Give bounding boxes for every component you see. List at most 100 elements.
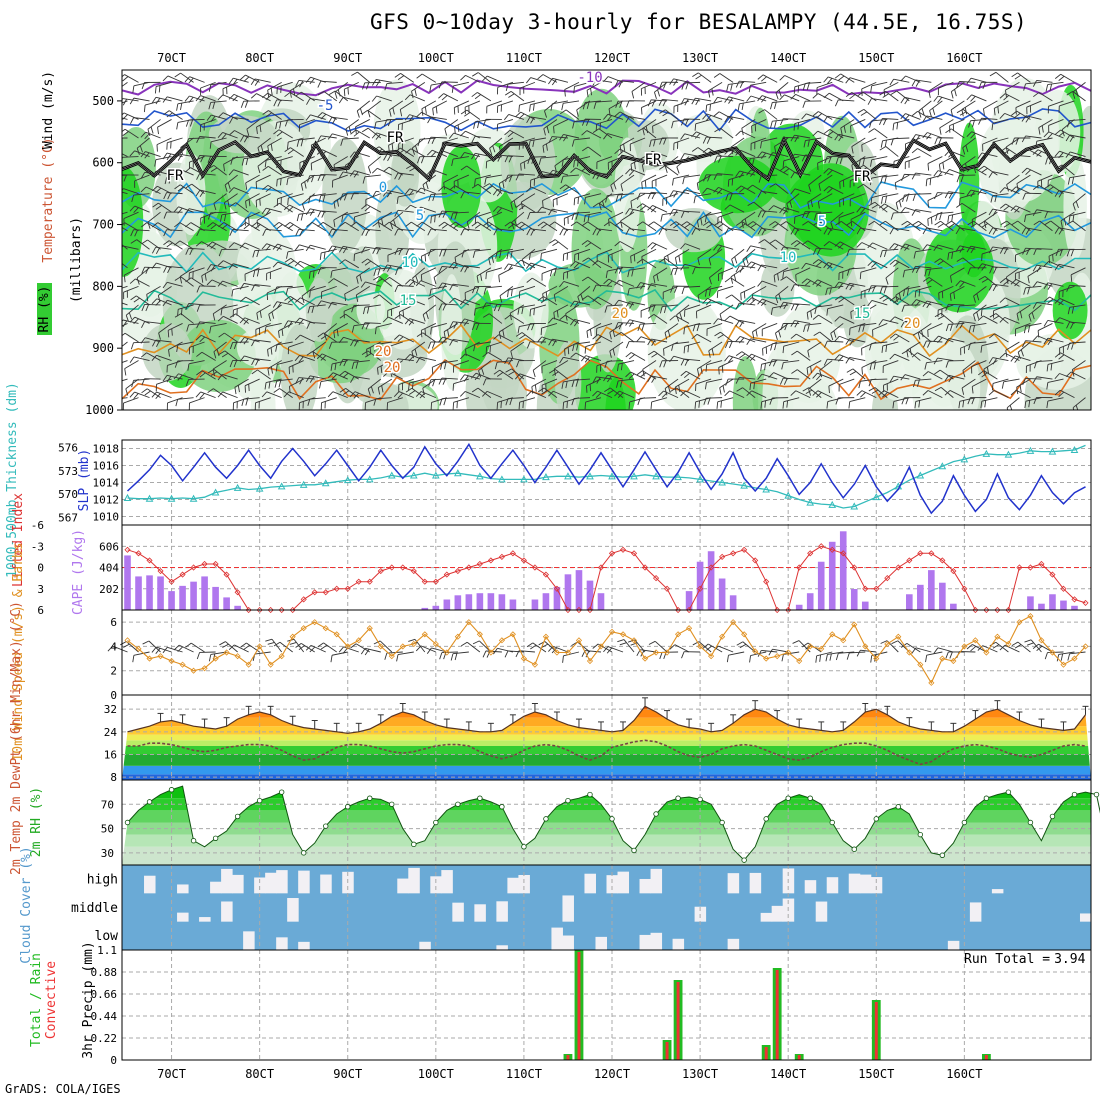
cloud-cell	[551, 927, 563, 950]
wind-barb	[541, 336, 558, 343]
cape-bar	[939, 582, 946, 610]
wind-barb-flag	[691, 97, 696, 105]
wind-barb-flag	[427, 228, 432, 236]
wind-barb-flag	[780, 221, 787, 226]
wind-barb	[772, 341, 789, 345]
wind-barb-flag	[628, 401, 631, 410]
wind-barb-flag	[1027, 287, 1030, 295]
wind-barb-flag	[889, 243, 895, 250]
wind-barb-flag	[617, 364, 619, 372]
wind-barb-flag	[240, 101, 245, 108]
wind-barb	[322, 149, 337, 157]
wind-tick-label: 0	[110, 689, 117, 702]
wind-barb	[1048, 248, 1064, 257]
lifted-index-marker	[630, 550, 638, 557]
wind-barb-flag	[779, 166, 787, 171]
wind-barb	[168, 240, 183, 250]
wind-barb	[1028, 304, 1042, 316]
wind-barb	[808, 378, 822, 390]
wind-barb	[190, 277, 205, 287]
wind-barb	[893, 397, 910, 402]
wind-barb	[950, 100, 965, 111]
wind-barb	[342, 137, 359, 140]
rh-tick-label: 70	[101, 798, 114, 811]
wind-barb-flag	[834, 241, 841, 247]
wind-barb	[1026, 100, 1042, 108]
wind-barb	[829, 128, 844, 139]
wind-barb-flag	[548, 208, 553, 216]
wind-barb-flag	[882, 297, 889, 302]
wind-barb	[741, 211, 756, 222]
wind-barb-flag	[708, 258, 712, 266]
wind-barb-flag	[868, 285, 872, 293]
wind-barb	[1069, 304, 1086, 308]
wind-barb-flag	[540, 337, 546, 344]
wind-barb	[257, 137, 271, 149]
wind-barb-flag	[231, 289, 234, 297]
wind-tick-label: 6	[110, 616, 117, 629]
wind-barb	[817, 130, 833, 139]
wind-barb	[752, 323, 767, 333]
wind-barb	[893, 137, 910, 140]
wind-barb-flag	[981, 153, 987, 160]
wind-barb-flag	[958, 401, 961, 409]
wind-barb-flag	[438, 282, 443, 290]
wind-barb-flag	[518, 105, 520, 113]
lifted-index-marker	[355, 578, 362, 585]
wind-barb	[629, 228, 646, 232]
wind-barb	[983, 165, 998, 176]
wind-barb-flag	[381, 218, 384, 226]
wind-barb-flag	[207, 222, 214, 228]
wind-barb-flag	[902, 270, 905, 278]
rh-field	[122, 71, 1091, 410]
wind-barb-flag	[151, 170, 157, 178]
wind-barb-flag	[830, 333, 834, 341]
lifted-index-marker	[223, 571, 230, 578]
wind-barb	[125, 304, 139, 316]
wind-barb	[267, 184, 282, 195]
wind-barb-flag	[186, 324, 190, 332]
wind-barb-flag	[812, 390, 819, 396]
slp-thickness-panel: 101010121014101610185675705735761000-500…	[5, 382, 1092, 578]
wind-barb-flag	[924, 362, 927, 370]
wind-barb-flag	[130, 239, 138, 244]
wind-barb-flag	[162, 282, 168, 289]
cape-bar	[917, 584, 924, 610]
wind-barb-flag	[702, 298, 708, 304]
wind-barb-flag	[926, 279, 933, 285]
wind-barb-flag	[504, 263, 509, 270]
wind-barb-flag	[246, 128, 250, 136]
cloud-cell	[408, 867, 420, 894]
wind-barb-flag	[435, 106, 438, 114]
wind-barb-flag	[276, 302, 282, 309]
wind-barb	[795, 93, 811, 102]
wind-barb	[917, 352, 932, 361]
wind-barb	[541, 378, 558, 386]
wind-barb	[717, 397, 734, 403]
wind-barb-flag	[617, 150, 624, 156]
wind-barb	[970, 119, 987, 122]
wind-barb-flag	[980, 345, 983, 353]
wind-barb	[619, 241, 635, 250]
thickness-marker	[454, 469, 462, 477]
wind-barb-flag	[411, 91, 414, 99]
wind-barb-flag	[533, 308, 535, 316]
wind-barb	[232, 156, 249, 159]
wind-barb-flag	[1043, 296, 1050, 302]
cloud-cell	[287, 898, 299, 922]
cloud-cell	[177, 884, 189, 894]
wind-barb-flag	[603, 646, 609, 653]
wind-barb	[742, 248, 756, 260]
wind-barb-flag	[978, 165, 985, 171]
lifted-index-marker	[851, 564, 858, 571]
wind-barb-flag	[227, 200, 230, 208]
wind-barb-flag	[1003, 223, 1011, 228]
wind-barb-flag	[483, 183, 490, 188]
wind-barb-flag	[411, 147, 415, 155]
wind-barb-flag	[275, 364, 278, 372]
wind-barb	[562, 174, 580, 177]
wind-barb	[225, 641, 238, 653]
rh-marker	[124, 819, 131, 826]
wind-barb-flag	[259, 125, 262, 133]
